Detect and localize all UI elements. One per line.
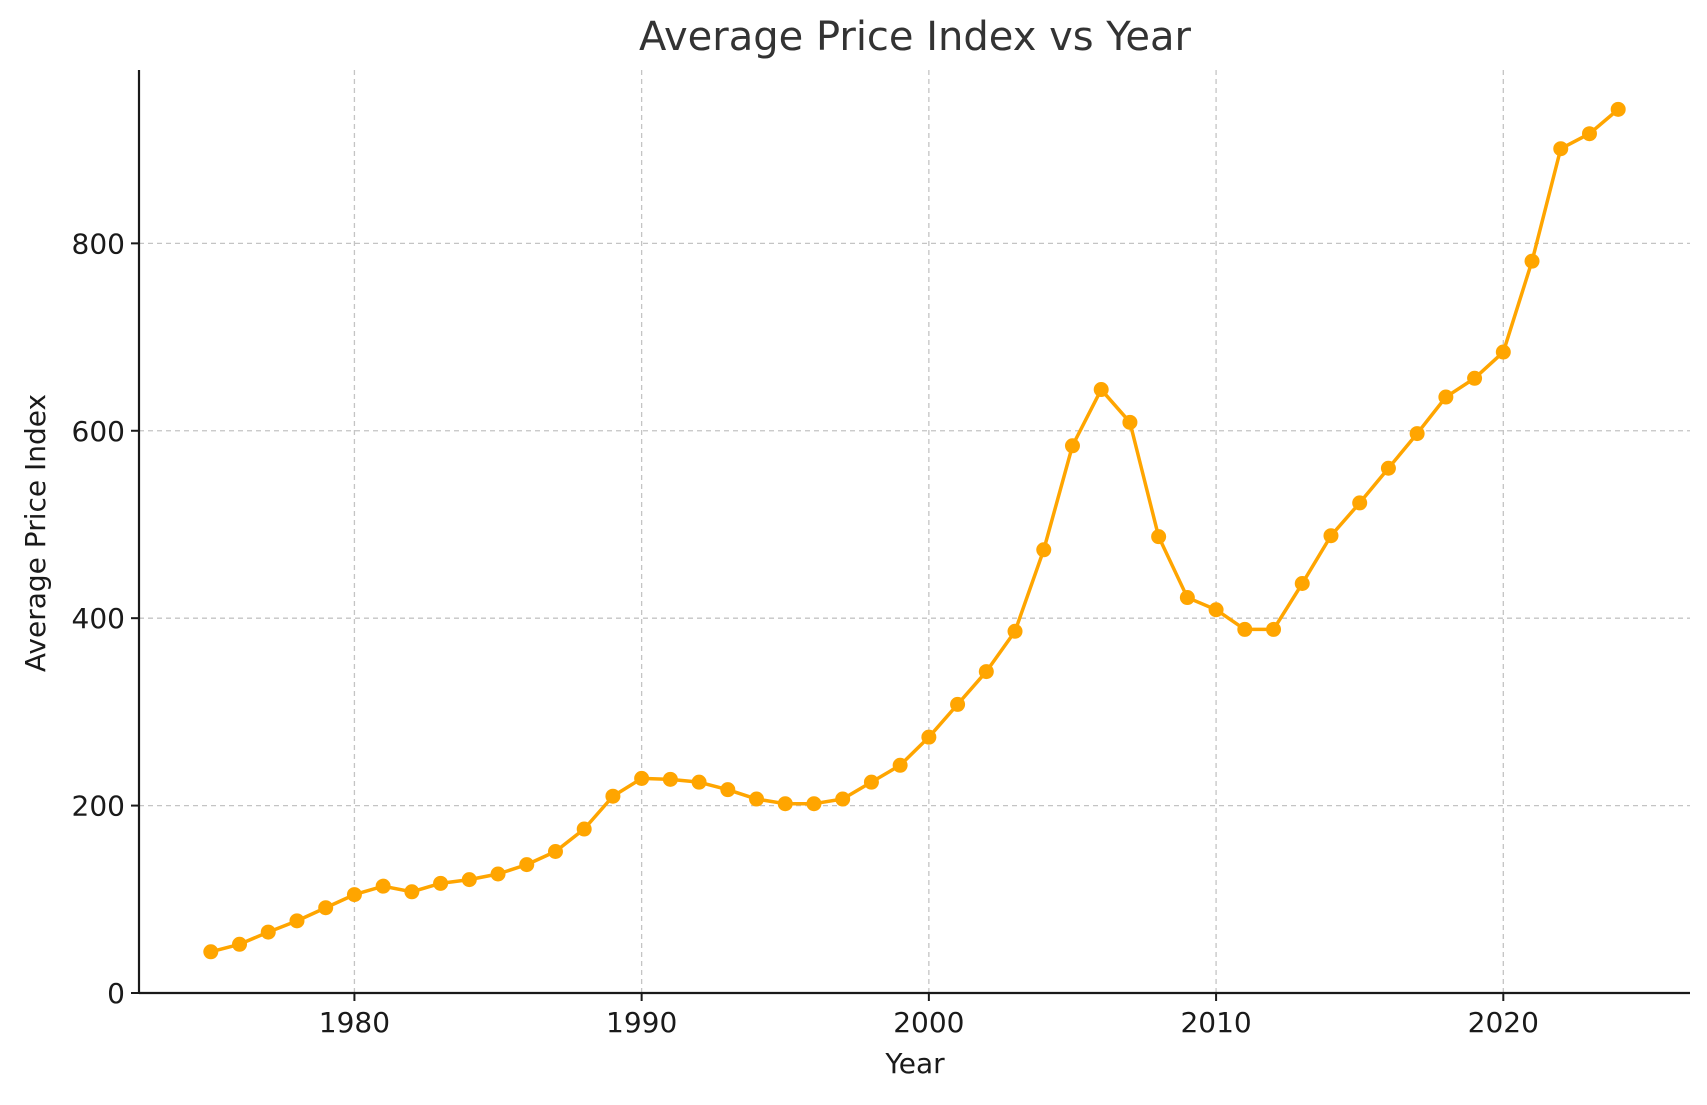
data-point [892,757,908,773]
data-point [1352,495,1368,511]
y-tick-label: 200 [72,790,125,823]
data-point [346,887,362,903]
data-point [1610,101,1626,117]
data-point [1007,623,1023,639]
data-point [1266,621,1282,637]
data-point [1524,253,1540,269]
data-point [1409,426,1425,442]
data-point [835,791,851,807]
data-point [634,770,650,786]
data-point [921,729,937,745]
data-point [1064,438,1080,454]
data-point [318,900,334,916]
data-point [519,857,535,873]
data-point [749,791,765,807]
data-point [1093,382,1109,398]
series-line [209,107,1620,954]
data-point [433,875,449,891]
data-point [1467,370,1483,386]
x-tick-label: 1980 [319,1006,390,1039]
data-point [375,878,391,894]
x-axis-label: Year [884,1047,945,1080]
data-point [232,936,248,952]
data-point [1380,460,1396,476]
data-point [289,913,305,929]
data-point [1438,389,1454,405]
x-tick-label: 2020 [1468,1006,1539,1039]
axes-layer: 1980 1990 2000 2010 2020 0 200 400 600 800 [72,70,1690,1039]
data-point [1553,141,1569,157]
data-point [1294,576,1310,592]
data-point [806,796,822,812]
y-axis-label: Average Price Index [19,394,52,672]
series-layer [203,101,1626,960]
x-tick-label: 2010 [1180,1006,1251,1039]
data-point [662,771,678,787]
data-point [260,924,276,940]
y-tick-label: 400 [72,602,125,635]
data-point [605,788,621,804]
y-tick-label: 600 [72,415,125,448]
data-point [404,884,420,900]
data-point [1151,529,1167,545]
data-point [1323,528,1339,544]
data-point [1237,621,1253,637]
chart-title: Average Price Index vs Year [639,14,1192,60]
x-tick-label: 2000 [893,1006,964,1039]
data-point [1179,590,1195,606]
data-point [978,664,994,680]
data-point [576,821,592,837]
data-point [691,774,707,790]
data-point [203,944,219,960]
data-point [1122,414,1138,430]
data-point [1495,344,1511,360]
grid-layer [139,70,1690,993]
y-tick-label: 0 [107,977,125,1010]
data-point [777,796,793,812]
data-point [720,782,736,798]
data-point [461,872,477,888]
data-point [547,844,563,860]
data-point [490,866,506,882]
data-point [950,696,966,712]
data-point [1036,542,1052,558]
data-point [863,774,879,790]
x-tick-label: 1990 [606,1006,677,1039]
data-point [1581,126,1597,142]
y-tick-label: 800 [72,227,125,260]
data-point [1208,602,1224,618]
